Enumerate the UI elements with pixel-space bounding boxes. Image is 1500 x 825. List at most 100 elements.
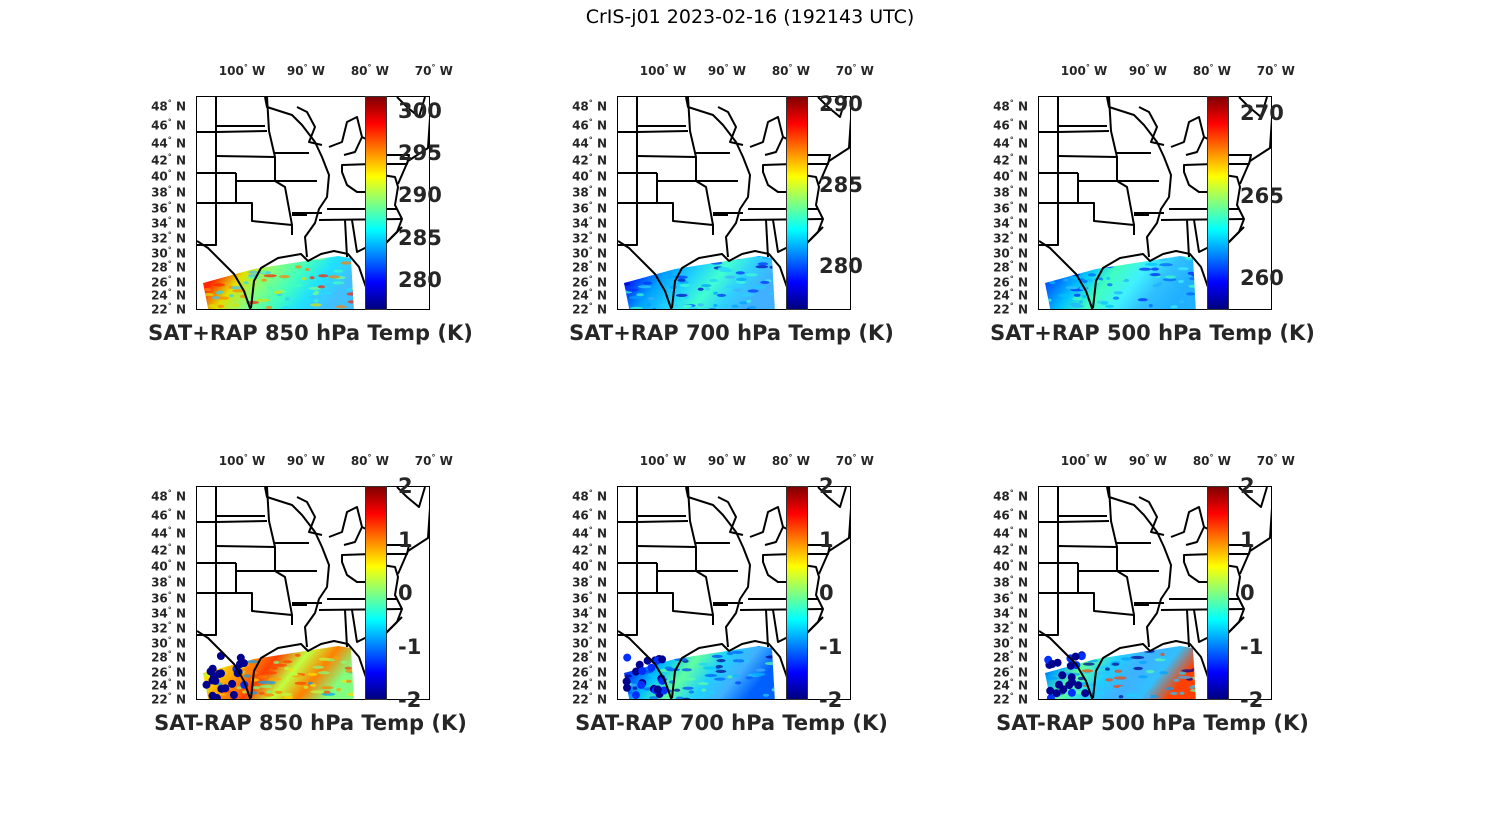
- lat-tick-label: 40° N: [545, 169, 607, 183]
- lat-tick-label: 32° N: [966, 621, 1028, 635]
- degree-symbol: °: [1009, 649, 1014, 659]
- lat-value: 28: [572, 260, 589, 275]
- degree-symbol: °: [167, 574, 172, 584]
- degree-symbol: °: [1009, 635, 1014, 645]
- lon-value: 90: [1128, 64, 1146, 78]
- degree-symbol: °: [664, 453, 669, 462]
- colorbar-tick-label: -2: [819, 688, 843, 712]
- colorbar-tick-label: 2: [1240, 474, 1255, 498]
- degree-symbol: °: [167, 301, 172, 311]
- map-axes: [617, 486, 851, 700]
- lat-hemisphere: N: [596, 231, 607, 246]
- lat-value: 28: [572, 650, 589, 665]
- degree-symbol: °: [788, 63, 793, 72]
- map-panel: 100° W 90° W 80° W 70° W 48° N 46° N 44° N 42° …: [120, 60, 541, 450]
- lat-tick-label: 36° N: [545, 201, 607, 216]
- lat-value: 36: [151, 201, 168, 216]
- lat-hemisphere: N: [1017, 246, 1028, 261]
- lat-value: 44: [572, 136, 589, 151]
- lat-hemisphere: N: [1017, 288, 1028, 303]
- lon-tick-label: 90° W: [287, 454, 325, 469]
- observation-dot: [1058, 671, 1067, 680]
- lat-tick-label: 40° N: [124, 559, 186, 574]
- lat-tick-label: 42° N: [966, 152, 1028, 168]
- lat-value: 38: [151, 185, 168, 200]
- lat-tick-label: 34° N: [124, 606, 186, 620]
- lat-hemisphere: N: [1017, 231, 1028, 246]
- map-axes: [196, 486, 430, 700]
- degree-symbol: °: [243, 453, 248, 462]
- degree-symbol: °: [588, 135, 593, 145]
- lat-hemisphere: N: [596, 216, 607, 231]
- observation-dot: [622, 677, 631, 686]
- lat-tick-label: 30° N: [966, 635, 1028, 650]
- lat-hemisphere: N: [1017, 591, 1028, 606]
- lat-hemisphere: N: [175, 153, 186, 168]
- observation-dot: [1046, 694, 1055, 699]
- map-panel: 100° W 90° W 80° W 70° W 48° N 46° N 44° N 42° …: [962, 450, 1383, 825]
- lat-tick-label: 48° N: [124, 489, 186, 504]
- lon-value: 80: [771, 454, 789, 468]
- lat-hemisphere: N: [596, 246, 607, 261]
- lat-value: 26: [151, 665, 168, 680]
- lat-hemisphere: N: [175, 118, 186, 133]
- lat-hemisphere: N: [175, 489, 186, 504]
- lat-value: 36: [572, 591, 589, 606]
- lon-tick-label: 100° W: [219, 64, 266, 79]
- degree-symbol: °: [1009, 488, 1014, 498]
- lon-tick-label: 80° W: [1193, 64, 1231, 79]
- lat-hemisphere: N: [175, 543, 186, 558]
- lat-hemisphere: N: [1017, 153, 1028, 168]
- degree-symbol: °: [1209, 453, 1214, 462]
- lat-hemisphere: N: [1017, 678, 1028, 693]
- lat-value: 34: [993, 606, 1010, 621]
- lat-hemisphere: N: [1017, 692, 1028, 707]
- degree-symbol: °: [1009, 152, 1014, 162]
- lat-tick-label: 32° N: [545, 230, 607, 246]
- lat-value: 28: [151, 650, 168, 665]
- degree-symbol: °: [588, 98, 593, 108]
- lat-hemisphere: N: [596, 665, 607, 680]
- degree-symbol: °: [303, 63, 308, 72]
- lat-value: 24: [151, 678, 168, 693]
- lat-tick-label: 22° N: [545, 302, 607, 316]
- lat-value: 32: [993, 231, 1010, 246]
- degree-symbol: °: [588, 230, 593, 240]
- colorbar-tick-label: 280: [398, 267, 442, 292]
- lat-tick-label: 26° N: [124, 665, 186, 680]
- observation-dot: [208, 664, 217, 673]
- lat-tick-label: 44° N: [966, 526, 1028, 541]
- degree-symbol: °: [724, 63, 729, 72]
- lat-tick-label: 32° N: [966, 231, 1028, 246]
- lat-value: 28: [993, 260, 1010, 275]
- lon-tick-label: 90° W: [1129, 454, 1167, 469]
- lat-hemisphere: N: [596, 591, 607, 606]
- degree-symbol: °: [788, 453, 793, 462]
- lon-tick-label: 90° W: [708, 453, 746, 469]
- lat-hemisphere: N: [175, 260, 186, 275]
- lat-value: 36: [572, 201, 589, 216]
- lat-tick-label: 44° N: [124, 525, 186, 540]
- lat-value: 22: [993, 692, 1010, 707]
- degree-symbol: °: [1009, 507, 1014, 517]
- degree-symbol: °: [1009, 287, 1014, 297]
- lat-tick-label: 42° N: [545, 543, 607, 557]
- lat-tick-label: 26° N: [124, 275, 186, 289]
- state-boundaries: [618, 487, 850, 699]
- lat-value: 44: [993, 136, 1010, 151]
- lat-tick-label: 38° N: [545, 575, 607, 589]
- colorbar-tick-label: 270: [1240, 100, 1284, 125]
- degree-symbol: °: [724, 453, 729, 462]
- lat-tick-label: 44° N: [545, 526, 607, 540]
- lon-value: 70: [1256, 64, 1274, 78]
- lon-value: 80: [1192, 454, 1210, 468]
- lat-hemisphere: N: [1017, 216, 1028, 231]
- degree-symbol: °: [852, 63, 857, 72]
- lat-value: 44: [993, 526, 1010, 541]
- lat-tick-label: 46° N: [966, 507, 1028, 522]
- lat-value: 48: [151, 99, 168, 114]
- lat-tick-label: 48° N: [966, 99, 1028, 113]
- degree-symbol: °: [1145, 63, 1150, 72]
- degree-symbol: °: [167, 525, 172, 535]
- lat-hemisphere: N: [175, 559, 186, 574]
